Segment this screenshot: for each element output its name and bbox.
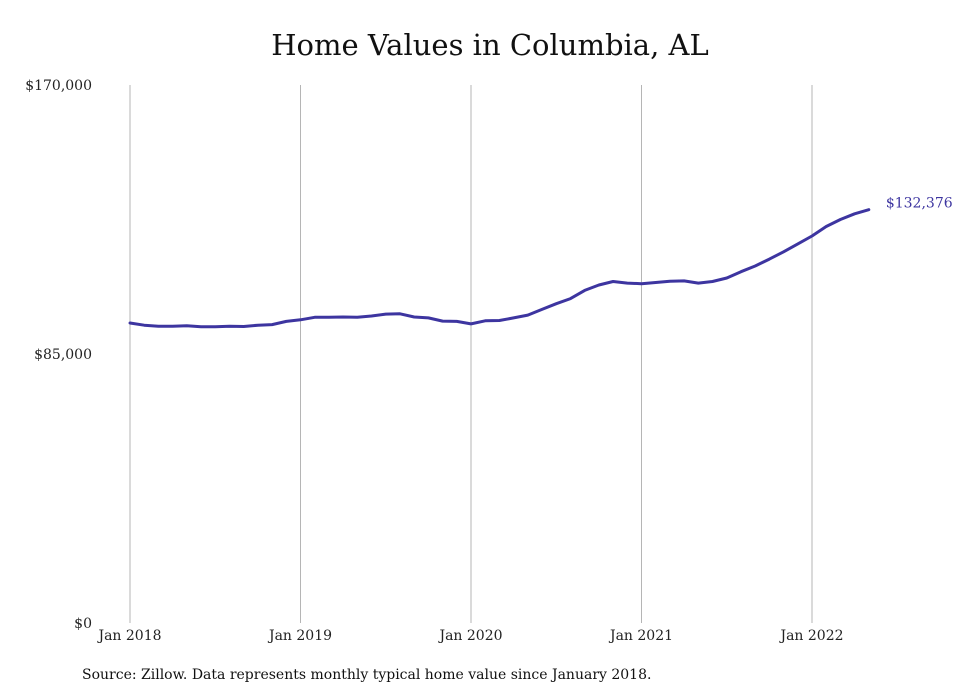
x-tick-label: Jan 2019 xyxy=(267,628,332,644)
series-line xyxy=(128,208,871,329)
x-tick-label: Jan 2022 xyxy=(778,628,843,644)
source-note: Source: Zillow. Data represents monthly … xyxy=(82,667,652,683)
chart-title: Home Values in Columbia, AL xyxy=(271,28,709,62)
y-tick-label: $170,000 xyxy=(25,78,92,94)
x-tick-label: Jan 2021 xyxy=(608,628,673,644)
y-tick-label: $85,000 xyxy=(34,347,92,363)
x-tick-label: Jan 2018 xyxy=(96,628,161,644)
x-tick-label: Jan 2020 xyxy=(437,628,502,644)
end-value-label: $132,376 xyxy=(886,196,953,212)
y-tick-label: $0 xyxy=(74,616,92,632)
